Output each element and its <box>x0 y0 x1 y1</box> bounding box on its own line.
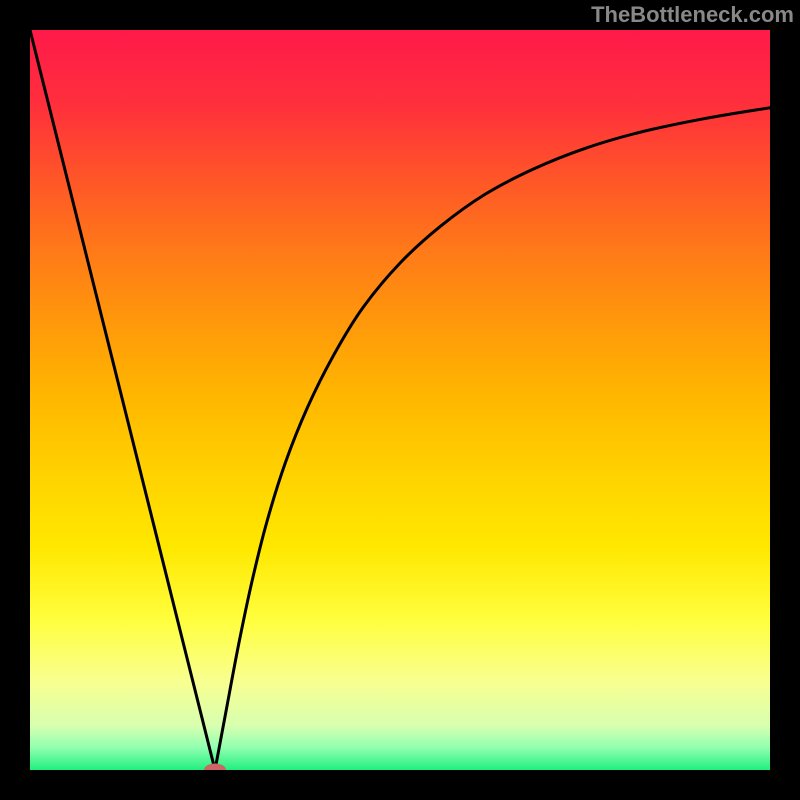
watermark-text: TheBottleneck.com <box>591 2 794 28</box>
plot-area <box>30 30 770 770</box>
curve-path <box>30 30 770 770</box>
bottleneck-curve <box>30 30 770 770</box>
chart-container: TheBottleneck.com <box>0 0 800 800</box>
minimum-marker <box>204 764 226 771</box>
